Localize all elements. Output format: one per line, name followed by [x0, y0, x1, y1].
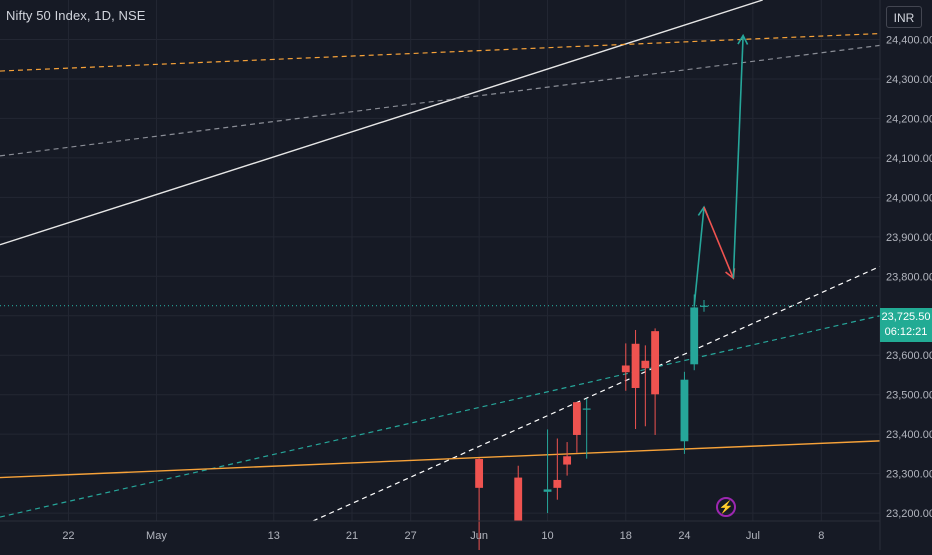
last-price-tag: 23,725.50 06:12:21 [880, 308, 932, 342]
last-price-label: 23,725.50 [881, 311, 931, 323]
grid [0, 0, 880, 521]
time-tick-label: 24 [678, 530, 690, 542]
trendline[interactable] [0, 32, 881, 72]
arrow-line[interactable] [693, 207, 705, 306]
price-tick-label: 23,200.00 [886, 508, 932, 520]
candle-body[interactable] [651, 331, 660, 395]
time-tick-label: Jun [470, 530, 488, 542]
candle-body[interactable] [572, 402, 581, 435]
currency-button[interactable]: INR [886, 6, 922, 28]
candle-body[interactable] [475, 459, 484, 488]
trendline[interactable] [0, 0, 763, 246]
time-tick-label: 13 [268, 530, 280, 542]
candle-body[interactable] [514, 477, 523, 521]
time-tick-label: 22 [62, 530, 74, 542]
arrow-line[interactable] [732, 35, 744, 279]
price-tick-label: 24,300.00 [886, 74, 932, 86]
price-tick-label: 23,500.00 [886, 390, 932, 402]
trendline[interactable] [0, 315, 881, 518]
time-tick-label: 10 [541, 530, 553, 542]
candle-body[interactable] [631, 343, 640, 388]
candles[interactable] [475, 294, 708, 555]
arrow-head [737, 33, 749, 45]
candle-body[interactable] [563, 456, 572, 465]
bar-countdown-label: 06:12:21 [884, 326, 928, 338]
candle-body[interactable] [543, 489, 552, 492]
trendline[interactable] [0, 44, 881, 157]
price-tick-label: 24,100.00 [886, 153, 932, 165]
price-tick-label: 23,800.00 [886, 271, 932, 283]
trendline[interactable] [312, 265, 881, 522]
time-tick-label: 8 [818, 530, 824, 542]
time-tick-label: Jul [746, 530, 760, 542]
symbol-title[interactable]: Nifty 50 Index, 1D, NSE [6, 8, 146, 23]
candle-body[interactable] [700, 305, 708, 307]
price-tick-label: 23,900.00 [886, 232, 932, 244]
lightning-icon[interactable]: ⚡ [716, 497, 736, 517]
price-tick-label: 23,600.00 [886, 350, 932, 362]
price-tick-label: 24,400.00 [886, 34, 932, 46]
trendline[interactable] [0, 440, 881, 479]
price-tick-label: 23,300.00 [886, 469, 932, 481]
time-tick-label: 27 [405, 530, 417, 542]
arrow-line[interactable] [703, 206, 735, 279]
price-tick-label: 24,200.00 [886, 113, 932, 125]
candle-body[interactable] [553, 479, 562, 488]
candle-body[interactable] [621, 365, 630, 373]
candle-body[interactable] [690, 307, 699, 365]
candle-body[interactable] [582, 408, 591, 410]
time-tick-label: May [146, 530, 167, 542]
trendline-drawings[interactable] [0, 0, 881, 522]
time-tick-label: 18 [620, 530, 632, 542]
time-tick-label: 21 [346, 530, 358, 542]
candle-body[interactable] [641, 360, 650, 369]
price-tick-label: 23,400.00 [886, 429, 932, 441]
candle-body[interactable] [680, 379, 689, 442]
price-tick-label: 24,000.00 [886, 192, 932, 204]
